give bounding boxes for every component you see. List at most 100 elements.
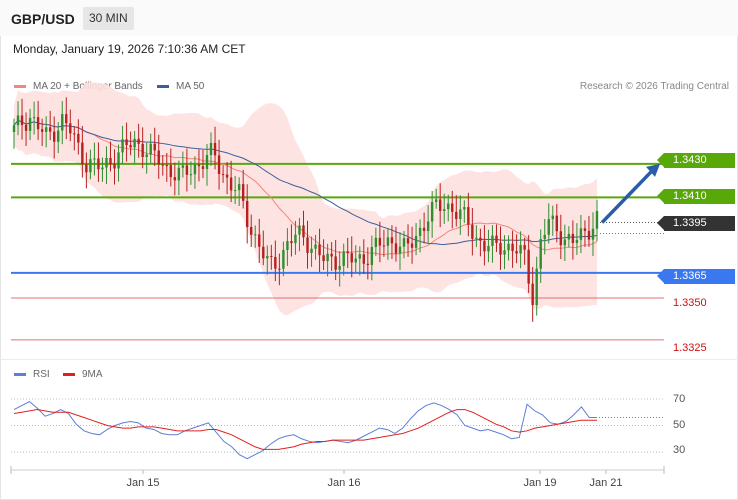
header-bar: GBP/USD 30 MIN xyxy=(0,0,738,36)
candle-body xyxy=(44,127,48,132)
candle-body xyxy=(418,227,422,236)
legend-swatch-rsi xyxy=(14,373,26,376)
candle-body xyxy=(511,243,514,252)
candle-body xyxy=(258,234,261,247)
rsi-tick-30: 30 xyxy=(673,444,686,456)
candle-body xyxy=(591,228,595,240)
candle-body xyxy=(165,165,168,167)
candle-body xyxy=(334,256,337,270)
rsi-line xyxy=(13,400,597,460)
candle-body xyxy=(515,251,518,254)
candle-body xyxy=(539,239,542,269)
candle-body xyxy=(233,190,237,192)
candle-body xyxy=(430,201,434,222)
candle-body xyxy=(201,166,205,170)
candle-body xyxy=(523,245,526,250)
x-tick-jan19: Jan 19 xyxy=(523,477,557,489)
candle-body xyxy=(57,130,60,142)
candle-body xyxy=(197,164,201,167)
legend-ma50: MA 50 xyxy=(157,81,204,92)
legend-swatch-ma20 xyxy=(14,85,26,88)
candle-body xyxy=(254,234,257,236)
candle-body xyxy=(471,224,474,239)
candle-body xyxy=(286,241,289,250)
candle-body xyxy=(181,165,185,168)
candle-body xyxy=(342,251,345,266)
candle-body xyxy=(491,235,494,246)
candle-body xyxy=(499,242,502,255)
candle-body xyxy=(374,237,378,248)
candle-body xyxy=(217,155,221,175)
candle-body xyxy=(241,184,245,201)
candle-body xyxy=(595,211,599,229)
candle-body xyxy=(314,244,317,249)
level-tag-1-3430: 1.3430 xyxy=(657,153,735,168)
candle-body xyxy=(366,263,370,266)
candle-body xyxy=(559,231,563,246)
x-tick-jan21: Jan 21 xyxy=(589,477,623,489)
candle-body xyxy=(117,152,120,169)
candle-body xyxy=(438,199,442,211)
candle-body xyxy=(579,228,583,240)
legend-label-ma50: MA 50 xyxy=(176,81,205,92)
candle-body xyxy=(121,139,124,153)
candle-body xyxy=(221,174,225,176)
candle-body xyxy=(213,142,217,156)
panel-divider xyxy=(0,359,738,360)
candle-body xyxy=(53,131,56,142)
candle-body xyxy=(547,219,550,235)
candle-body xyxy=(48,127,52,132)
candle-body xyxy=(274,256,277,269)
candle-body xyxy=(28,117,32,131)
candle-body xyxy=(73,133,76,135)
candle-body xyxy=(101,167,104,170)
candle-body xyxy=(290,241,293,244)
candle-body xyxy=(229,177,233,191)
candle-body xyxy=(350,253,353,263)
projection-arrow-shaft xyxy=(600,167,656,224)
level-tag-1-3365: 1.3365 xyxy=(657,269,735,284)
candle-body xyxy=(89,159,92,173)
legend-9ma: 9MA xyxy=(63,369,103,380)
candle-body xyxy=(527,249,530,284)
candle-body xyxy=(157,150,160,165)
candle-body xyxy=(69,123,72,134)
candle-body xyxy=(137,138,140,144)
candle-body xyxy=(149,143,152,155)
candle-body xyxy=(507,243,510,251)
candle-body xyxy=(270,255,273,257)
candle-body xyxy=(278,268,281,270)
candle-body xyxy=(189,174,193,176)
candle-body xyxy=(225,174,229,178)
candle-body xyxy=(358,254,361,259)
candle-body xyxy=(555,215,558,232)
legend-swatch-9ma xyxy=(63,373,75,376)
rsi-tick-70: 70 xyxy=(673,393,686,405)
x-tick-jan15: Jan 15 xyxy=(126,477,160,489)
candle-body xyxy=(306,237,309,253)
candle-body xyxy=(318,244,321,256)
candle-body xyxy=(414,235,418,248)
timeframe-badge[interactable]: 30 MIN xyxy=(83,7,134,30)
candle-body xyxy=(583,228,587,231)
candle-body xyxy=(32,117,36,119)
candle-body xyxy=(398,246,402,254)
candle-body xyxy=(495,235,498,243)
candle-body xyxy=(575,239,579,244)
candle-body xyxy=(451,203,454,212)
legend-label-rsi: RSI xyxy=(33,369,50,380)
candle-body xyxy=(519,245,522,254)
candle-body xyxy=(209,142,213,156)
candle-body xyxy=(475,237,478,239)
candle-body xyxy=(153,143,156,151)
candle-body xyxy=(459,209,462,219)
candle-body xyxy=(145,154,148,157)
candle-body xyxy=(402,238,406,247)
candle-body xyxy=(133,138,136,148)
candle-body xyxy=(443,209,446,211)
candle-body xyxy=(434,199,438,202)
candle-body xyxy=(24,124,28,131)
bollinger-band xyxy=(14,82,597,316)
rsi-tick-50: 50 xyxy=(673,419,686,431)
candle-body xyxy=(567,233,571,240)
